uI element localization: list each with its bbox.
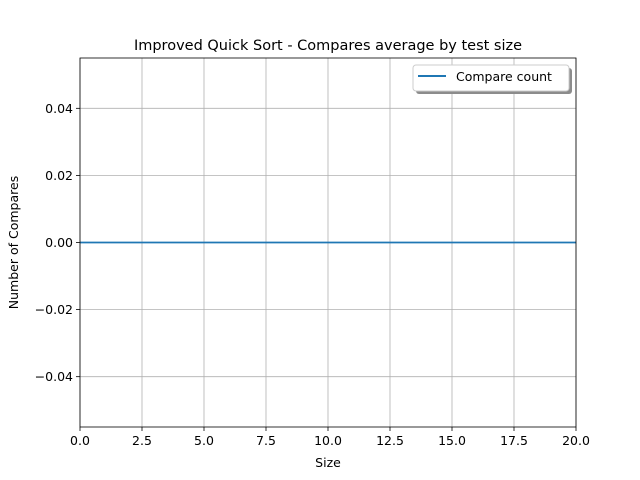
x-tick-label: 0.0 (70, 433, 90, 448)
y-tick-label: 0.00 (45, 235, 73, 250)
legend-label-compare-count: Compare count (456, 69, 552, 84)
x-tick-label: 17.5 (500, 433, 528, 448)
x-tick-label: 7.5 (256, 433, 276, 448)
y-tick-label: 0.02 (45, 168, 73, 183)
x-tick-label: 2.5 (132, 433, 152, 448)
y-axis-label: Number of Compares (6, 176, 21, 309)
x-axis-label: Size (315, 455, 341, 470)
x-axis-ticks: 0.0 2.5 5.0 7.5 10.0 12.5 15.0 17.5 20.0 (70, 427, 590, 448)
y-tick-label: 0.04 (45, 101, 73, 116)
x-tick-label: 12.5 (376, 433, 404, 448)
legend: Compare count (412, 64, 572, 94)
y-tick-label: −0.04 (35, 369, 73, 384)
y-tick-label: −0.02 (35, 302, 73, 317)
legend-box (412, 64, 570, 92)
x-tick-label: 5.0 (194, 433, 214, 448)
x-tick-label: 15.0 (438, 433, 466, 448)
chart-title: Improved Quick Sort - Compares average b… (134, 38, 522, 54)
x-tick-label: 10.0 (314, 433, 342, 448)
x-tick-label: 20.0 (562, 433, 590, 448)
y-axis-ticks: −0.04 −0.02 0.00 0.02 0.04 (35, 101, 80, 384)
